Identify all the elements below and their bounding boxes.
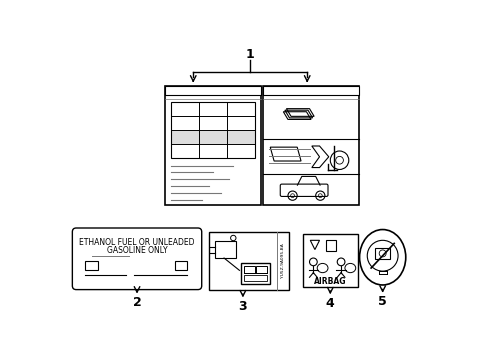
Bar [325,240,336,251]
Bar [174,261,187,270]
Bar [171,130,254,144]
Bar [214,241,236,258]
Text: YU5Z-9A095-BA: YU5Z-9A095-BA [281,243,285,278]
Bar [171,103,254,158]
Bar [164,86,261,95]
Bar [256,266,266,274]
Text: 4: 4 [325,297,334,310]
Text: 5: 5 [378,296,386,309]
Text: AIRBAG: AIRBAG [313,278,346,287]
Text: 2: 2 [132,296,141,309]
Bar [241,263,270,284]
Text: ETHANOL FUEL OR UNLEADED: ETHANOL FUEL OR UNLEADED [79,238,194,247]
Bar [374,248,389,259]
Bar [85,261,98,270]
Bar [208,232,289,289]
Text: 1: 1 [245,48,254,61]
Bar [164,86,261,205]
Bar [244,266,254,274]
Bar [244,275,266,281]
Bar [302,234,357,287]
Text: 3: 3 [238,300,247,313]
Bar [262,86,358,95]
Text: GASOLINE ONLY: GASOLINE ONLY [106,246,167,255]
Bar [262,86,358,205]
